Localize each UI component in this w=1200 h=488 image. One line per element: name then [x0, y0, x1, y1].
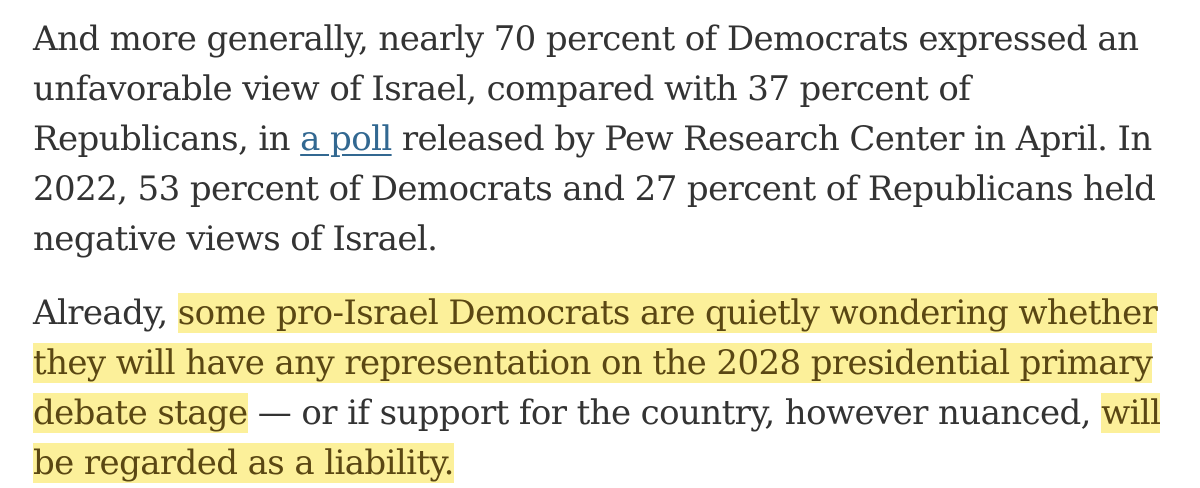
paragraph-2-middle: — or if support for the country, however…: [247, 393, 1102, 433]
pew-poll-link[interactable]: a poll: [300, 119, 392, 159]
highlighted-passage-representation: some pro-Israel Democrats are quietly wo…: [33, 293, 1158, 433]
article-body: And more generally, nearly 70 percent of…: [33, 14, 1168, 488]
paragraph-1-text-end: released by Pew Research Center in April…: [33, 119, 1156, 259]
paragraph-1-text-start: And more generally, nearly 70 percent of…: [33, 19, 1139, 159]
paragraph-2-lead: Already,: [33, 293, 178, 333]
paragraph-pro-israel-democrats: Already, some pro-Israel Democrats are q…: [33, 288, 1168, 488]
paragraph-poll-results: And more generally, nearly 70 percent of…: [33, 14, 1168, 264]
